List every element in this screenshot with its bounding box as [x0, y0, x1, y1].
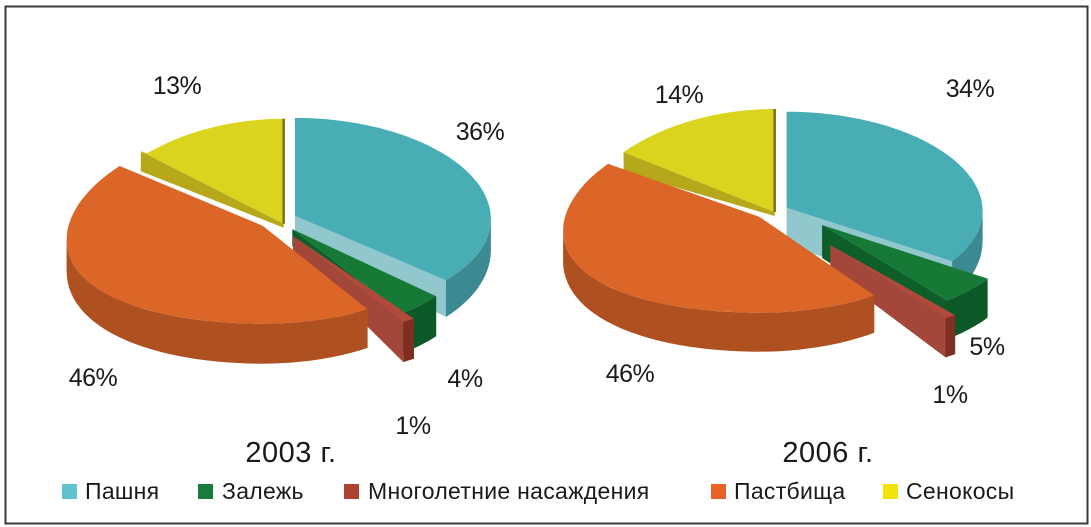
svg-text:14%: 14%: [655, 81, 704, 109]
svg-text:46%: 46%: [606, 360, 655, 388]
svg-text:Пастбища: Пастбища: [734, 478, 846, 504]
svg-text:Многолетние насаждения: Многолетние насаждения: [368, 478, 650, 504]
svg-text:4%: 4%: [447, 365, 482, 393]
svg-text:1%: 1%: [932, 381, 967, 409]
svg-text:Залежь: Залежь: [222, 478, 304, 504]
svg-text:46%: 46%: [69, 364, 118, 392]
svg-text:13%: 13%: [153, 72, 202, 100]
svg-text:2003 г.: 2003 г.: [245, 437, 336, 469]
svg-text:2006 г.: 2006 г.: [782, 437, 873, 469]
svg-text:1%: 1%: [395, 412, 430, 440]
svg-text:36%: 36%: [456, 118, 505, 146]
svg-text:34%: 34%: [946, 75, 995, 103]
svg-text:Пашня: Пашня: [85, 478, 159, 504]
svg-text:Сенокосы: Сенокосы: [906, 478, 1014, 504]
svg-text:5%: 5%: [969, 333, 1004, 361]
